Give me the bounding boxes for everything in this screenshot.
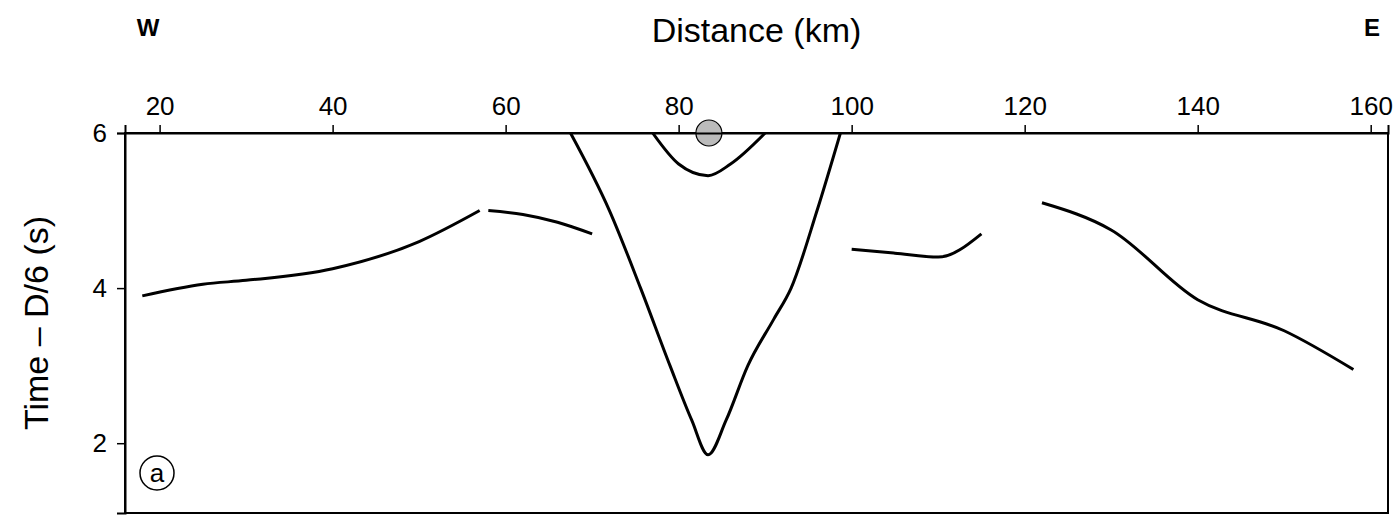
- chart: 20 40 60 80 100 120 140 160 2 4 6 Distance (km) Time…: [0, 0, 1398, 519]
- x-tick-mark: [332, 125, 334, 133]
- x-tick-label: 140: [1176, 91, 1219, 121]
- y-tick-mark: [117, 443, 125, 445]
- plot-frame: [125, 133, 1388, 513]
- y-tick-mark: [117, 288, 125, 290]
- arrival-line: [852, 234, 982, 257]
- x-tick: 100: [830, 91, 873, 133]
- arrival-line: [142, 211, 479, 296]
- y-tick: 2: [93, 428, 125, 458]
- y-tick-label: 6: [93, 118, 107, 148]
- x-tick-mark: [159, 125, 161, 133]
- y-tick-label: 4: [93, 273, 107, 303]
- x-tick: 140: [1176, 91, 1219, 133]
- arrival-line: [1042, 203, 1353, 370]
- panel-label-badge: [140, 456, 174, 490]
- x-tick-label: 60: [492, 91, 521, 121]
- arrival-line: [488, 211, 592, 234]
- x-tick-mark: [505, 125, 507, 133]
- x-tick-mark: [678, 125, 680, 133]
- y-tick-mark: [117, 133, 125, 135]
- x-axis-title: Distance (km): [652, 11, 862, 49]
- x-tick-label: 20: [146, 91, 175, 121]
- x-tick: 40: [319, 91, 348, 133]
- y-tick: 6: [93, 118, 125, 148]
- x-axis: 20 40 60 80 100 120 140 160: [126, 91, 1393, 134]
- arrival-line: [571, 133, 841, 455]
- x-tick-mark: [1024, 125, 1026, 133]
- x-tick-mark: [1370, 125, 1372, 133]
- panel-label-group: a: [140, 456, 174, 490]
- x-tick-label: 120: [1003, 91, 1046, 121]
- y-axis-line: [117, 134, 126, 514]
- x-tick: 120: [1003, 91, 1046, 133]
- y-tick-label: 2: [93, 428, 107, 458]
- x-tick-label: 160: [1350, 91, 1393, 121]
- x-tick: 80: [665, 91, 694, 133]
- direction-label: W: [137, 14, 160, 41]
- x-tick-mark: [851, 125, 853, 133]
- x-tick-label: 80: [665, 91, 694, 121]
- x-tick: 160: [1350, 91, 1393, 133]
- y-tick: 4: [93, 273, 125, 303]
- x-tick-label: 100: [830, 91, 873, 121]
- y-axis: 2 4 6: [93, 118, 126, 514]
- x-tick: 20: [146, 91, 175, 133]
- y-axis-title: Time – D/6 (s): [17, 216, 55, 430]
- x-tick-label: 40: [319, 91, 348, 121]
- panel-label: a: [150, 458, 165, 488]
- direction-label: E: [1364, 14, 1380, 41]
- x-tick-mark: [1197, 125, 1199, 133]
- plot-area: [142, 133, 1353, 455]
- x-tick: 60: [492, 91, 521, 133]
- x-axis-line: [126, 125, 1389, 134]
